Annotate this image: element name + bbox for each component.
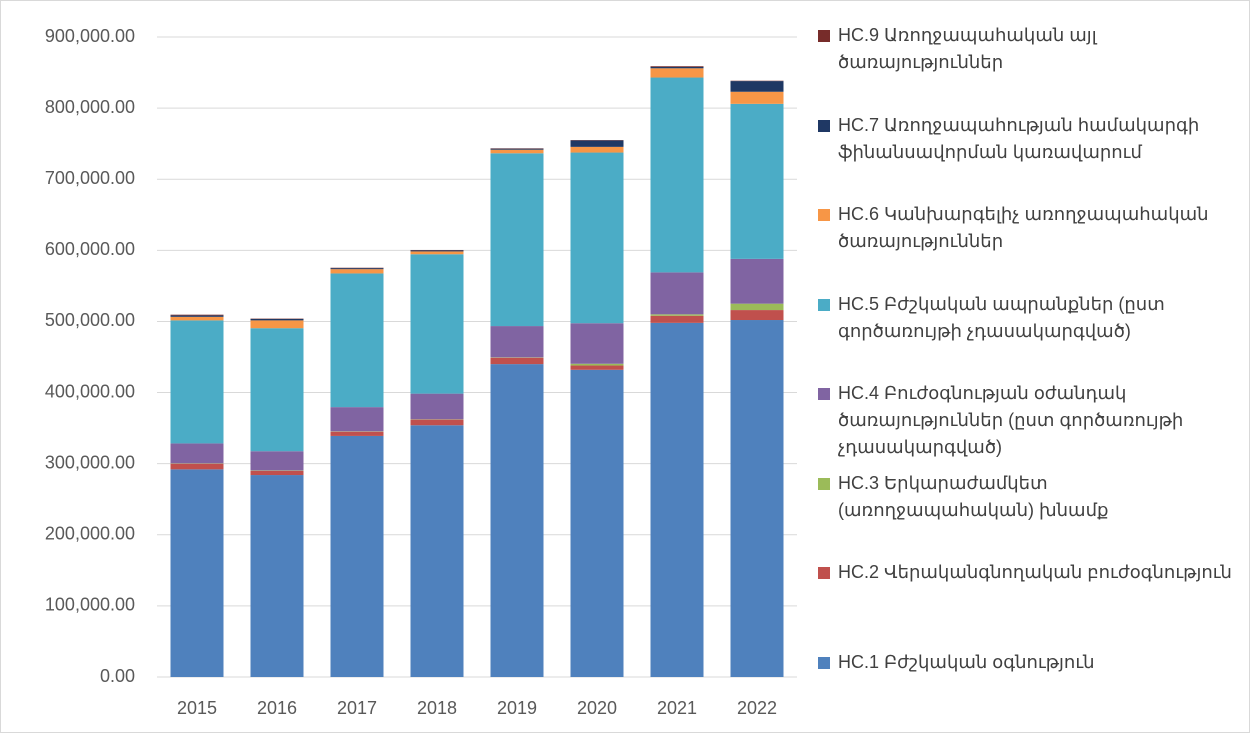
legend-swatch (818, 477, 830, 490)
bar-segment (410, 250, 464, 252)
bar-segment (650, 68, 704, 78)
legend-entry: HC.4 Բուժօգնության օժանդակ ծառայությունն… (818, 380, 1238, 461)
bar-segment (730, 310, 784, 321)
bar-segment (730, 258, 784, 304)
legend-swatch (818, 298, 830, 311)
bar-segment (570, 152, 624, 324)
bar-segment (730, 320, 784, 677)
bar-segment (170, 443, 224, 464)
bar-segment (570, 363, 624, 366)
bar-segment (410, 254, 464, 394)
legend-entry: HC.5 Բժշկական ապրանքներ (ըստ գործառույթի… (818, 291, 1238, 345)
x-tick-label: 2020 (577, 698, 617, 718)
bar-segment (650, 314, 704, 316)
y-tick-label: 200,000.00 (45, 524, 135, 544)
bar-segment (330, 407, 384, 432)
bar-segment (570, 140, 624, 147)
bar-segment (490, 153, 544, 327)
bar-segment (410, 425, 464, 677)
bar-segment (650, 77, 704, 273)
legend-swatch (818, 567, 830, 580)
bar-segment (330, 431, 384, 436)
legend-swatch (818, 657, 830, 669)
bar-segment (170, 314, 224, 316)
y-tick-label: 400,000.00 (45, 381, 135, 401)
legend-swatch (818, 30, 830, 42)
y-tick-label: 0.00 (100, 666, 135, 686)
bar-segment (570, 369, 624, 677)
legend-label: HC.2 Վերականգնողական բուժօգնություն (838, 562, 1232, 583)
bar-segment (330, 269, 384, 274)
bar-segment (170, 463, 224, 470)
legend-entry: HC.2 Վերականգնողական բուժօգնություն (818, 559, 1238, 586)
bar-segment (170, 320, 224, 444)
bar-segment (170, 316, 224, 321)
y-tick-label: 900,000.00 (45, 26, 135, 46)
x-tick-label: 2016 (257, 698, 297, 718)
x-tick-label: 2022 (737, 698, 777, 718)
bar-segment (570, 323, 624, 364)
bar-segment (490, 364, 544, 677)
bar-segment (250, 328, 304, 452)
bar-segment (250, 475, 304, 677)
bar-segment (650, 272, 704, 315)
x-tick-label: 2019 (497, 698, 537, 718)
legend-label: HC.1 Բժշկական օգնություն (838, 652, 1095, 672)
x-tick-label: 2021 (657, 698, 697, 718)
bar-segment (730, 91, 784, 104)
bar-segment (170, 315, 224, 317)
bar-segment (650, 66, 704, 69)
legend-swatch (818, 119, 830, 132)
bar-segment (490, 149, 544, 154)
y-tick-label: 500,000.00 (45, 310, 135, 330)
bar-segment (410, 251, 464, 255)
bar-segment (730, 103, 784, 259)
bar-segment (490, 357, 544, 365)
legend-entry: HC.7 Առողջապահության համակարգի ֆինանսավո… (818, 112, 1238, 166)
bar-segment (330, 268, 384, 270)
bar-segment (330, 435, 384, 677)
y-tick-label: 100,000.00 (45, 595, 135, 615)
legend-label: HC.6 Կանխարգելիչ առողջապահական ծառայությ… (838, 204, 1209, 252)
bar-segment (490, 326, 544, 358)
bar-segment (730, 81, 784, 92)
x-tick-label: 2018 (417, 698, 457, 718)
legend-swatch (818, 388, 830, 401)
bar-segment (170, 469, 224, 677)
legend-label: HC.9 Առողջապահական այլ ծառայություններ (838, 25, 1097, 72)
legend-label: HC.7 Առողջապահության համակարգի ֆինանսավո… (838, 114, 1200, 162)
legend-label: HC.4 Բուժօգնության օժանդակ ծառայությունն… (838, 383, 1184, 458)
bar-segment (250, 318, 304, 321)
bar-segment (730, 303, 784, 311)
bar-segment (250, 451, 304, 471)
bar-segment (650, 66, 704, 67)
bar-segment (570, 146, 624, 153)
y-tick-label: 700,000.00 (45, 168, 135, 188)
legend-label: HC.5 Բժշկական ապրանքներ (ըստ գործառույթի… (838, 293, 1165, 341)
bar-segment (410, 419, 464, 426)
y-tick-label: 300,000.00 (45, 452, 135, 472)
bar-segment (330, 273, 384, 408)
y-tick-label: 800,000.00 (45, 97, 135, 117)
bar-segment (570, 365, 624, 370)
legend-swatch (818, 209, 830, 222)
legend-entry: HC.6 Կանխարգելիչ առողջապահական ծառայությ… (818, 201, 1238, 255)
legend-entry: HC.1 Բժշկական օգնություն (818, 649, 1238, 676)
bar-segment (650, 322, 704, 677)
bar-segment (250, 470, 304, 476)
y-tick-label: 600,000.00 (45, 239, 135, 259)
x-tick-label: 2017 (337, 698, 377, 718)
legend-entry: HC.9 Առողջապահական այլ ծառայություններ (818, 22, 1238, 76)
bar-segment (250, 320, 304, 329)
legend-label: HC.3 Երկարաժամկետ (առողջապահական) խնամք (838, 472, 1109, 520)
bar-segment (650, 315, 704, 323)
legend-entry: HC.3 Երկարաժամկետ (առողջապահական) խնամք (818, 470, 1238, 524)
x-tick-label: 2015 (177, 698, 217, 718)
bar-segment (410, 393, 464, 420)
bar-segment (490, 148, 544, 150)
